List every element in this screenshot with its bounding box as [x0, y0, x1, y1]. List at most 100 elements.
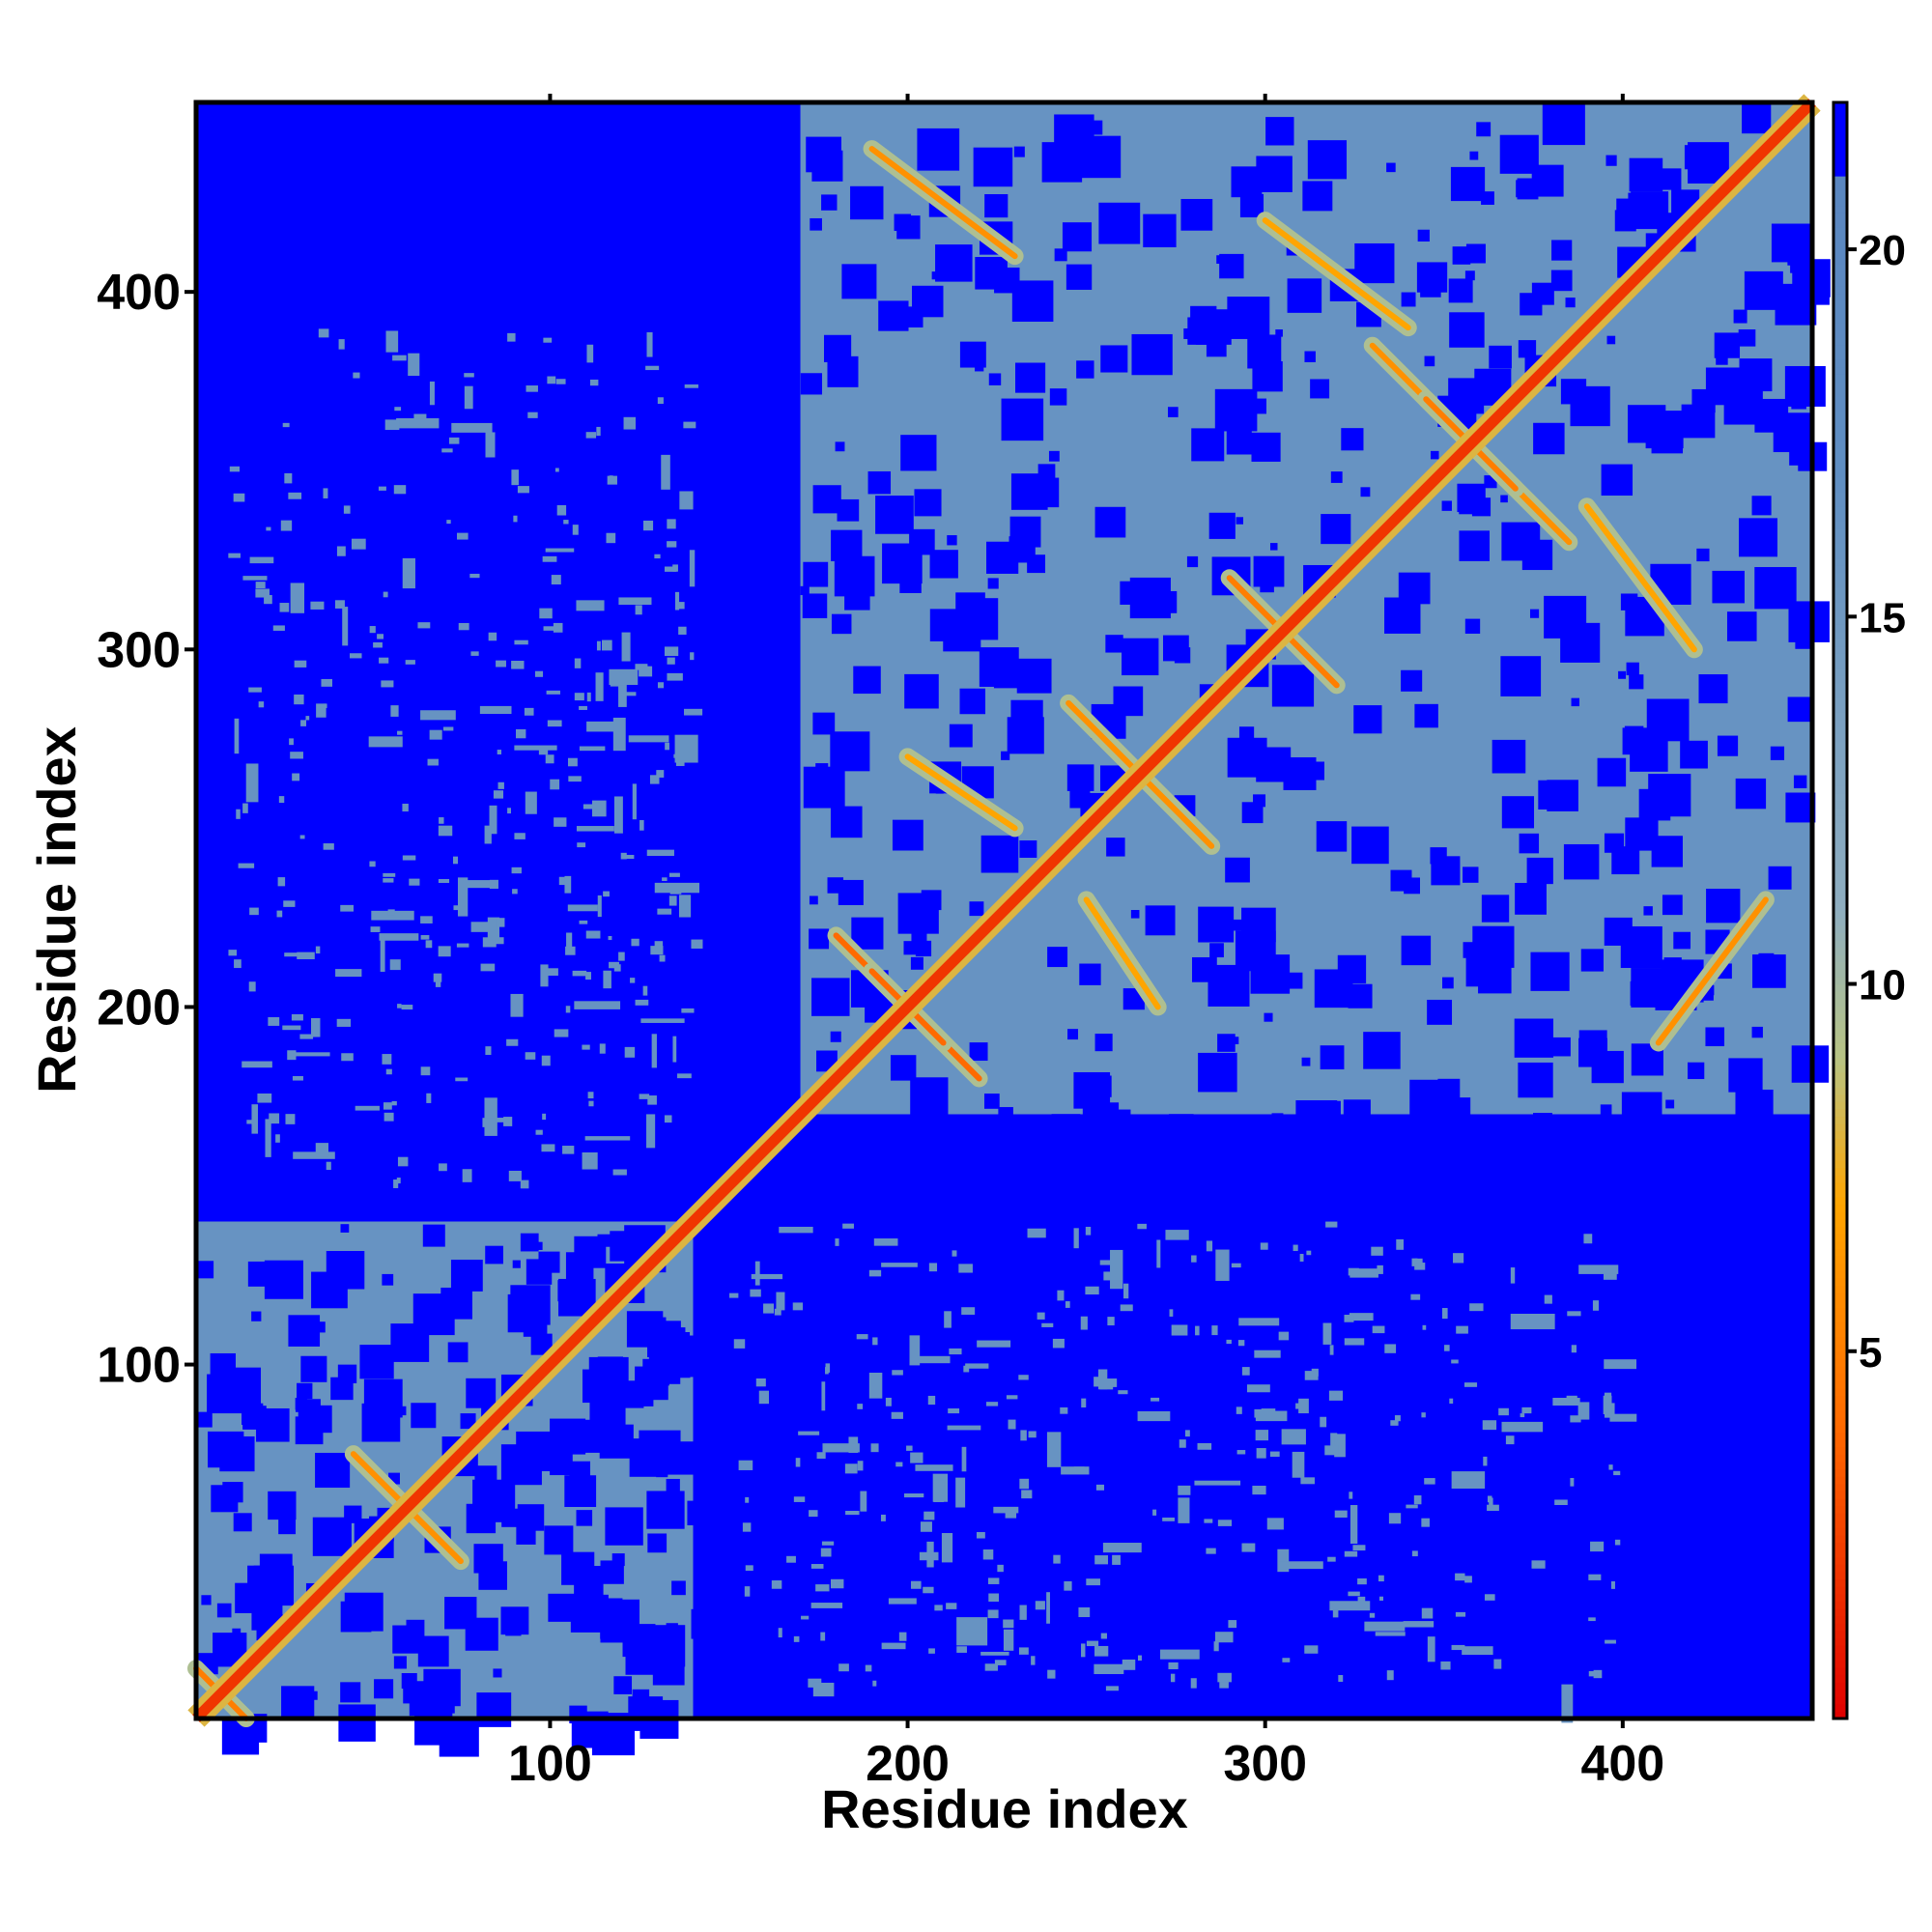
contact-cell	[792, 1302, 804, 1311]
contact-cell	[1493, 1659, 1502, 1669]
contact-cell	[1592, 1300, 1600, 1311]
contact-cell	[249, 556, 274, 564]
far-contact-cell	[393, 1656, 407, 1669]
contact-cell	[588, 1100, 594, 1107]
contact-cell	[397, 1156, 409, 1167]
contact-cell	[394, 407, 402, 412]
colorbar-segment	[1833, 1204, 1847, 1212]
y-axis-title: Residue index	[26, 726, 87, 1094]
contact-cell	[1455, 1573, 1465, 1581]
far-contact-cell	[476, 1692, 512, 1727]
contact-cell	[577, 842, 586, 848]
far-contact-cell	[1551, 240, 1573, 261]
far-contact-cell	[980, 835, 1019, 873]
contact-cell	[425, 940, 433, 949]
contact-cell	[555, 379, 566, 384]
contact-cell	[888, 1598, 917, 1605]
far-contact-cell	[1227, 737, 1267, 778]
contact-cell	[668, 872, 680, 877]
contact-cell	[420, 916, 433, 923]
contact-cell	[496, 660, 506, 668]
contact-cell	[470, 651, 479, 656]
contact-cell	[379, 933, 419, 941]
colorbar-segment	[1833, 1130, 1847, 1139]
colorbar-segment	[1833, 1181, 1847, 1191]
contact-cell	[489, 805, 497, 835]
colorbar-segment	[1833, 1006, 1847, 1014]
far-contact-cell	[910, 1077, 949, 1116]
colorbar-segment	[1833, 300, 1847, 309]
contact-cell	[1110, 1249, 1123, 1290]
contact-cell	[1338, 1675, 1344, 1682]
contact-cell	[684, 708, 703, 716]
colorbar-segment	[1833, 902, 1847, 912]
far-contact-cell	[1580, 949, 1604, 972]
far-contact-cell	[894, 213, 912, 232]
far-contact-cell	[1441, 500, 1452, 511]
far-contact-cell	[1742, 103, 1772, 134]
contact-cell	[568, 776, 582, 782]
contact-cell	[1421, 1607, 1434, 1619]
contact-cell	[1306, 1250, 1312, 1256]
colorbar-segment	[1833, 1527, 1847, 1536]
colorbar-segment	[1833, 947, 1847, 955]
contact-line	[1655, 896, 1769, 1046]
contact-cell	[613, 796, 623, 834]
contact-cell	[758, 1390, 770, 1405]
contact-cell	[335, 969, 362, 978]
contact-cell	[546, 690, 560, 695]
contact-cell	[297, 952, 315, 960]
contact-cell	[1390, 1420, 1399, 1426]
contact-cell	[420, 1066, 431, 1076]
far-contact-cell	[1013, 146, 1025, 157]
far-contact-cell	[837, 498, 860, 522]
far-contact-cell	[1665, 1099, 1675, 1109]
far-contact-cell	[569, 1461, 590, 1483]
contact-cell	[1241, 1367, 1250, 1376]
contact-cell	[1320, 1416, 1327, 1428]
colorbar-segment	[1833, 1197, 1847, 1206]
contact-cell	[672, 564, 678, 572]
contact-cell	[976, 1532, 985, 1539]
contact-cell	[654, 554, 661, 559]
contact-cell	[1238, 1318, 1280, 1326]
contact-cell	[1204, 1519, 1213, 1523]
far-contact-cell	[1739, 518, 1778, 557]
far-contact-cell	[648, 1336, 691, 1378]
colorbar-segment	[1833, 550, 1847, 559]
colorbar-segment	[1833, 1652, 1847, 1661]
colorbar-segment	[1833, 837, 1847, 845]
contact-cell	[540, 964, 549, 987]
far-contact-cell	[890, 1055, 917, 1081]
far-contact-cell	[900, 435, 937, 471]
far-contact-cell	[811, 978, 850, 1016]
colorbar-segment	[1833, 270, 1847, 280]
far-contact-cell	[1417, 229, 1430, 242]
colorbar-segment	[1833, 1226, 1847, 1235]
contact-cell	[1610, 1580, 1615, 1589]
contact-cell	[1441, 1308, 1448, 1320]
contact-cell	[1037, 1312, 1045, 1320]
contact-cell	[1590, 1541, 1605, 1552]
far-contact-cell	[460, 1413, 476, 1430]
colorbar-segment	[1833, 293, 1847, 301]
contact-cell	[1422, 1324, 1427, 1330]
colorbar-segment	[1833, 918, 1847, 926]
contact-cell	[624, 1046, 636, 1058]
contact-cell	[643, 520, 654, 531]
contact-cell	[946, 1603, 957, 1609]
contact-cell	[507, 332, 516, 342]
colorbar-segment	[1833, 792, 1847, 802]
colorbar-segment	[1833, 146, 1847, 155]
colorbar-segment	[1833, 1108, 1847, 1118]
colorbar-segment	[1833, 976, 1847, 985]
inter-domain-contacts	[228, 328, 1637, 1723]
contact-cell	[1195, 1325, 1200, 1336]
contact-cell	[574, 693, 584, 701]
far-contact-cell	[899, 571, 922, 593]
colorbar-segment	[1833, 307, 1847, 317]
far-contact-cell	[1563, 843, 1600, 880]
contact-cell	[572, 525, 579, 535]
contact-cell	[458, 622, 469, 631]
contact-cell	[1348, 1591, 1360, 1597]
